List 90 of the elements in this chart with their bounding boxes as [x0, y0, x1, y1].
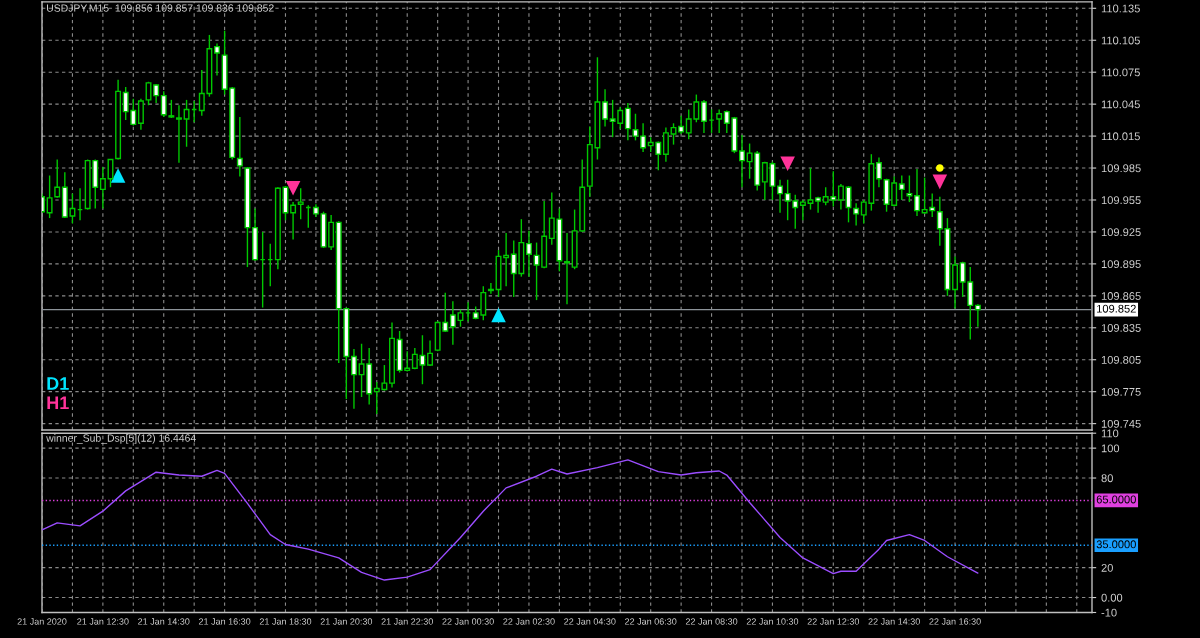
candlestick — [624, 102, 631, 142]
x-tick-label: 21 Jan 22:30 — [381, 618, 433, 625]
y-tick-label: 109.955 — [1101, 196, 1141, 205]
candlestick — [700, 99, 707, 134]
x-tick-label: 22 Jan 14:30 — [868, 618, 920, 625]
candlestick — [46, 174, 53, 219]
candlestick — [799, 199, 806, 221]
candlestick — [168, 99, 175, 119]
candlestick — [503, 232, 510, 287]
ref-line-label: 35.0000 — [1096, 540, 1136, 549]
candlestick — [350, 348, 357, 410]
x-tick-label: 21 Jan 18:30 — [259, 618, 312, 625]
candlestick — [487, 282, 494, 295]
candlestick — [898, 174, 905, 201]
y-tick-label: 109.805 — [1101, 355, 1141, 364]
x-tick-label: 22 Jan 12:30 — [807, 618, 860, 625]
candlestick — [974, 303, 981, 328]
point — [932, 174, 948, 190]
candlestick — [236, 116, 243, 178]
candlestick — [54, 158, 61, 199]
candlestick — [640, 122, 647, 153]
line-series — [42, 459, 979, 581]
candlestick — [175, 104, 182, 164]
annotation: D1 — [47, 377, 69, 390]
candlestick — [777, 179, 784, 214]
candlestick — [183, 99, 190, 148]
y-tick-label: 109.985 — [1101, 164, 1141, 173]
x-tick-label: 22 Jan 10:30 — [746, 618, 799, 625]
point — [936, 164, 944, 172]
candlestick — [853, 202, 860, 227]
x-tick-label: 22 Jan 00:30 — [442, 618, 494, 625]
chart-title: USDJPY,M15 109.856 109.857 109.836 109.852 — [47, 4, 274, 13]
candlestick — [739, 134, 745, 188]
annotation: H1 — [47, 396, 69, 409]
y-tick-label: 110.015 — [1101, 132, 1140, 141]
candlestick — [290, 201, 297, 241]
candlestick — [815, 196, 822, 214]
x-tick-label: 21 Jan 16:30 — [198, 618, 251, 625]
point — [285, 180, 301, 196]
x-tick-label: 21 Jan 14:30 — [138, 618, 190, 625]
y-tick-label: -10 — [1101, 608, 1117, 617]
x-tick-label: 22 Jan 08:30 — [685, 618, 738, 625]
y-tick-label: 109.835 — [1101, 324, 1141, 332]
candlestick — [914, 168, 920, 217]
ref-line-label: 65.0000 — [1096, 495, 1136, 504]
candlestick — [525, 230, 532, 278]
x-tick-label: 22 Jan 16:30 — [929, 618, 981, 625]
candlestick — [632, 113, 639, 142]
chart-title: winner_Sub_Dsp[5](12) 16.4464 — [46, 434, 196, 444]
point — [780, 156, 795, 172]
y-tick-label: 109.865 — [1101, 292, 1141, 300]
point — [110, 168, 126, 183]
candlestick — [807, 167, 814, 211]
candlestick — [99, 166, 106, 210]
x-tick-label: 21 Jan 2020 — [17, 618, 67, 625]
y-tick-label: 109.745 — [1101, 419, 1141, 428]
y-tick-label: 110.045 — [1101, 100, 1140, 109]
candlestick — [449, 300, 456, 346]
ref-line-label: 109.852 — [1097, 304, 1136, 313]
x-tick-label: 22 Jan 04:30 — [564, 618, 616, 625]
candlestick — [716, 108, 723, 134]
x-tick-label: 22 Jan 06:30 — [625, 618, 677, 625]
y-tick-label: 0.00 — [1101, 593, 1123, 602]
y-tick-label: 100 — [1101, 444, 1120, 453]
candlestick — [297, 187, 304, 220]
candlestick — [427, 339, 434, 367]
y-tick-label: 109.925 — [1101, 228, 1141, 237]
y-tick-label: 110.135 — [1101, 4, 1140, 13]
y-tick-label: 20 — [1101, 563, 1113, 572]
candlestick — [662, 126, 669, 163]
candlestick — [837, 183, 844, 211]
y-tick-label: 80 — [1101, 474, 1113, 483]
candlestick — [160, 90, 167, 118]
y-tick-label: 109.775 — [1101, 387, 1141, 396]
candlestick — [670, 122, 677, 146]
candlestick — [564, 232, 570, 306]
candlestick — [906, 174, 913, 203]
candlestick — [137, 98, 144, 131]
y-tick-label: 110.075 — [1101, 68, 1140, 77]
x-tick-label: 21 Jan 12:30 — [77, 618, 129, 625]
candlestick — [214, 42, 220, 77]
point — [491, 307, 506, 323]
x-tick-label: 21 Jan 20:30 — [320, 618, 373, 625]
candlestick — [678, 115, 685, 135]
y-tick-label: 110 — [1101, 429, 1119, 438]
candlestick — [875, 156, 882, 188]
y-tick-label: 110.105 — [1101, 36, 1140, 45]
candlestick — [602, 88, 609, 128]
y-tick-label: 109.895 — [1101, 260, 1141, 269]
x-tick-label: 22 Jan 02:30 — [503, 618, 555, 625]
